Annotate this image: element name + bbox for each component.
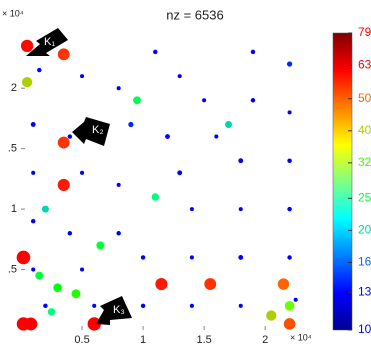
points bbox=[16, 39, 298, 331]
point bbox=[153, 49, 158, 55]
point bbox=[140, 303, 146, 309]
point bbox=[116, 231, 121, 236]
point bbox=[31, 170, 36, 175]
point bbox=[80, 74, 85, 79]
point bbox=[225, 120, 233, 128]
point bbox=[37, 67, 42, 73]
point bbox=[165, 134, 170, 139]
colorbar-tick-label: 25 bbox=[358, 191, 371, 205]
colorbar-tick-label: 20 bbox=[358, 223, 371, 237]
colorbar-tick-label: 50 bbox=[358, 91, 371, 105]
point bbox=[189, 207, 194, 212]
point bbox=[80, 267, 85, 272]
point bbox=[238, 158, 244, 164]
point bbox=[189, 255, 194, 260]
point bbox=[92, 303, 97, 308]
annotation-k2: K₂ bbox=[72, 117, 110, 146]
annotation-label: K₃ bbox=[113, 304, 125, 316]
point bbox=[116, 86, 121, 91]
y-exponent: × 10⁴ bbox=[2, 8, 24, 18]
point bbox=[238, 207, 243, 212]
x-exponent: × 10⁴ bbox=[290, 332, 312, 342]
point bbox=[283, 318, 296, 330]
y-tick-label: 1 bbox=[11, 203, 17, 215]
point bbox=[286, 61, 293, 67]
point bbox=[277, 278, 290, 290]
x-tick-label: 1 bbox=[140, 334, 146, 346]
point bbox=[151, 193, 159, 201]
point bbox=[41, 205, 49, 213]
point bbox=[287, 158, 292, 163]
colorbar-tick-label: 10 bbox=[358, 322, 371, 336]
point bbox=[177, 170, 183, 176]
point bbox=[293, 297, 298, 302]
point bbox=[31, 267, 36, 272]
point bbox=[35, 271, 44, 280]
point bbox=[177, 74, 182, 79]
point bbox=[57, 48, 70, 61]
point bbox=[250, 49, 256, 55]
point bbox=[21, 76, 33, 88]
point bbox=[43, 303, 48, 309]
colorbar-tick-label: 79 bbox=[358, 25, 371, 39]
y-tick-label: 2 bbox=[11, 82, 17, 94]
colorbar bbox=[332, 32, 353, 331]
point bbox=[80, 170, 85, 175]
point bbox=[16, 250, 31, 265]
point bbox=[189, 303, 194, 308]
point bbox=[67, 231, 73, 236]
point bbox=[155, 278, 168, 291]
point bbox=[133, 96, 141, 105]
point bbox=[57, 178, 70, 191]
point bbox=[53, 283, 62, 292]
chart-title: nz = 6536 bbox=[166, 7, 223, 22]
colorbar-tick-label: 32 bbox=[358, 155, 371, 169]
point bbox=[30, 122, 36, 127]
point bbox=[128, 121, 134, 128]
point bbox=[96, 241, 105, 250]
point bbox=[266, 310, 277, 321]
point bbox=[287, 110, 292, 115]
point bbox=[214, 134, 219, 139]
point bbox=[238, 303, 243, 308]
point bbox=[116, 182, 121, 187]
point bbox=[20, 39, 34, 53]
point bbox=[67, 134, 73, 139]
y-tick-label: .5 bbox=[8, 143, 17, 155]
point bbox=[47, 308, 56, 316]
colorbar-tick-label: 40 bbox=[358, 123, 371, 137]
point bbox=[204, 278, 217, 290]
x-tick-label: 2 bbox=[262, 334, 268, 346]
annotation-label: K₂ bbox=[92, 124, 104, 136]
point bbox=[287, 255, 292, 260]
point bbox=[284, 300, 295, 311]
y-tick-label: .5 bbox=[8, 263, 17, 275]
x-tick-label: 1.5 bbox=[196, 334, 211, 346]
annotation-k3: K₃ bbox=[96, 296, 132, 325]
point bbox=[238, 255, 244, 260]
x-tick-label: 0.5 bbox=[74, 334, 89, 346]
point bbox=[24, 317, 38, 331]
point bbox=[202, 98, 207, 103]
colorbar-tick-label: 13 bbox=[358, 284, 371, 298]
point bbox=[71, 289, 81, 299]
point bbox=[287, 206, 292, 212]
point bbox=[140, 255, 146, 260]
colorbar-tick-label: 63 bbox=[358, 58, 371, 72]
point bbox=[57, 136, 70, 149]
annotation-label: K₁ bbox=[44, 36, 55, 48]
point bbox=[250, 98, 256, 103]
point bbox=[30, 218, 36, 224]
colorbar-tick-label: 16 bbox=[358, 255, 371, 269]
annotation-k1: K₁ bbox=[26, 28, 68, 56]
point bbox=[87, 317, 101, 331]
